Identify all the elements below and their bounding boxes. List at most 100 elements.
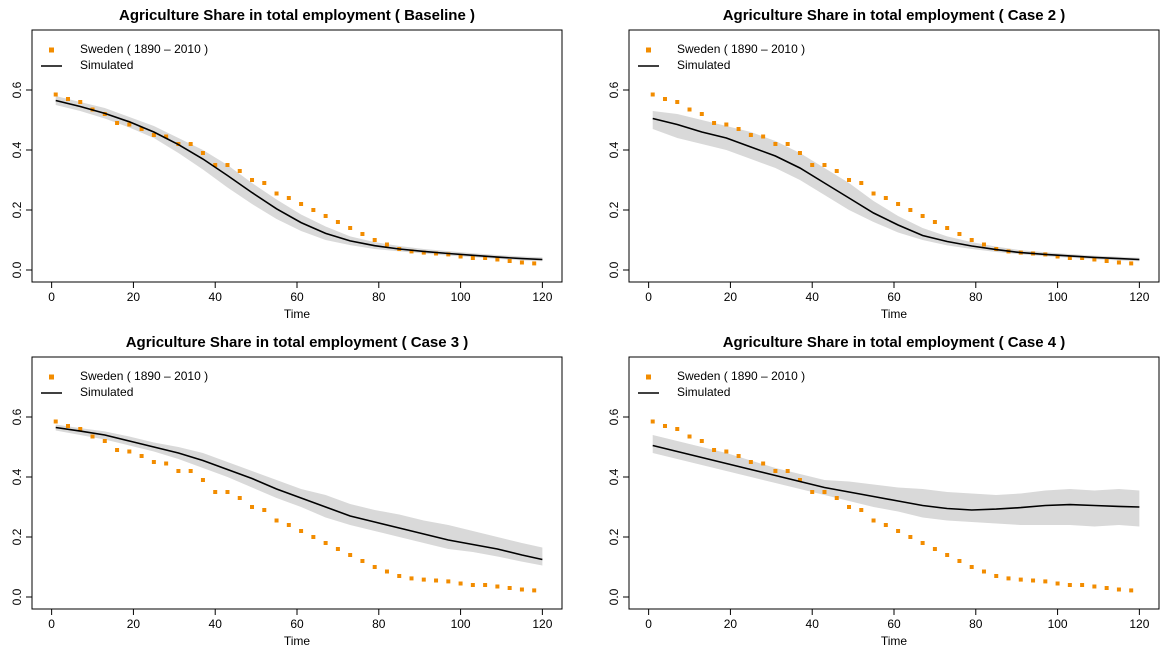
data-point (1116, 587, 1121, 592)
data-point (932, 220, 937, 224)
x-tick-label: 80 (372, 290, 386, 304)
data-point (797, 478, 802, 482)
data-point (286, 523, 291, 527)
data-point (507, 259, 512, 263)
data-point (650, 92, 655, 97)
y-tick-label: 0.0 (10, 261, 24, 278)
data-point (662, 424, 667, 428)
data-point (139, 454, 144, 458)
data-point (1018, 577, 1023, 582)
y-tick-label: 0.6 (10, 408, 24, 425)
x-tick-label: 120 (1129, 617, 1149, 631)
x-axis-label: Time (881, 634, 908, 648)
data-point (1080, 256, 1085, 260)
x-tick-label: 60 (290, 290, 304, 304)
data-point (847, 178, 852, 182)
data-point (470, 583, 475, 587)
data-point (102, 439, 107, 443)
data-point (409, 249, 414, 254)
data-point (348, 226, 353, 230)
data-point (458, 581, 463, 586)
x-tick-label: 100 (1048, 290, 1068, 304)
data-point (920, 214, 925, 218)
data-point (372, 238, 377, 242)
data-point (883, 196, 888, 200)
data-point (262, 508, 267, 512)
data-point (250, 505, 255, 509)
data-point (65, 97, 70, 101)
data-point (164, 134, 169, 139)
data-point (53, 92, 58, 97)
x-tick-label: 100 (451, 290, 471, 304)
data-point (470, 256, 475, 260)
chart-title: Agriculture Share in total employment ( … (126, 334, 469, 351)
data-point (335, 220, 340, 224)
data-point (687, 434, 692, 439)
data-point (532, 588, 537, 593)
legend-label: Sweden ( 1890 – 2010 ) (80, 42, 208, 56)
x-tick-label: 0 (645, 290, 652, 304)
legend-label: Sweden ( 1890 – 2010 ) (677, 42, 805, 56)
chart-title: Agriculture Share in total employment ( … (723, 7, 1066, 24)
data-point (834, 496, 839, 500)
legend-label: Simulated (80, 58, 133, 72)
data-point (507, 586, 512, 590)
data-point (761, 134, 766, 139)
y-tick-label: 0.6 (607, 408, 621, 425)
data-point (1104, 586, 1109, 590)
data-point (1006, 576, 1011, 581)
data-point (1043, 579, 1048, 584)
x-tick-label: 60 (887, 617, 901, 631)
data-point (409, 576, 414, 581)
x-tick-label: 40 (806, 617, 820, 631)
x-tick-label: 120 (532, 617, 552, 631)
data-point (1092, 584, 1097, 589)
legend-label: Sweden ( 1890 – 2010 ) (80, 369, 208, 383)
y-tick-label: 0.4 (10, 141, 24, 158)
chart-title: Agriculture Share in total employment ( … (723, 334, 1066, 351)
data-point (748, 460, 753, 464)
legend-marker (49, 374, 54, 380)
data-point (1129, 588, 1134, 593)
y-tick-label: 0.6 (607, 81, 621, 98)
data-point (335, 547, 340, 551)
data-point (785, 142, 790, 146)
x-tick-label: 0 (48, 617, 55, 631)
data-point (78, 427, 83, 431)
data-point (495, 257, 500, 262)
data-point (188, 142, 193, 146)
data-point (1055, 254, 1060, 259)
x-axis-label: Time (881, 307, 908, 321)
data-point (225, 163, 230, 167)
data-point (164, 461, 169, 466)
confidence-band (652, 435, 1140, 527)
x-tick-label: 40 (806, 290, 820, 304)
data-point (434, 578, 439, 583)
data-point (434, 251, 439, 256)
data-point (421, 250, 426, 255)
legend-label: Simulated (677, 385, 730, 399)
x-tick-label: 40 (209, 617, 223, 631)
data-point (896, 202, 901, 206)
simulated-line (55, 426, 543, 561)
confidence-band (652, 111, 1140, 262)
data-point (323, 541, 328, 545)
data-point (847, 505, 852, 509)
data-point (274, 518, 279, 523)
data-point (1104, 259, 1109, 263)
data-point (237, 496, 242, 500)
x-tick-label: 20 (724, 617, 738, 631)
data-point (957, 559, 962, 563)
data-point (1067, 583, 1072, 587)
data-point (896, 529, 901, 533)
x-tick-label: 120 (1129, 290, 1149, 304)
chart-panel: Agriculture Share in total employment ( … (607, 7, 1160, 321)
legend-label: Sweden ( 1890 – 2010 ) (677, 369, 805, 383)
y-tick-label: 0.0 (607, 261, 621, 278)
x-axis-label: Time (284, 634, 311, 648)
legend-marker (49, 47, 54, 53)
y-tick-label: 0.2 (607, 201, 621, 218)
x-tick-label: 80 (969, 290, 983, 304)
x-tick-label: 20 (127, 617, 141, 631)
data-point (213, 490, 218, 494)
